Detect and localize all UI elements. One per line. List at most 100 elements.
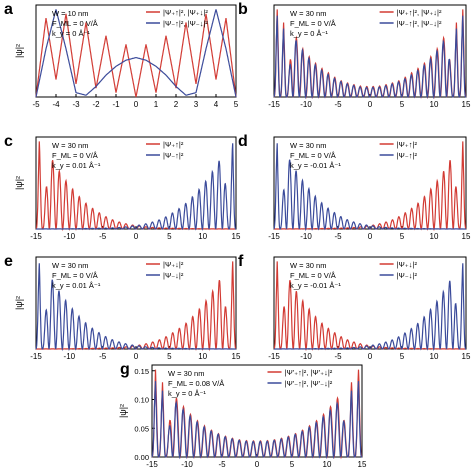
legend-label: |Ψ'₊↑|², |Ψ'₊↓|² (285, 368, 333, 377)
legend-label: |Ψ₊↑|² (163, 140, 184, 149)
panel-label: b (238, 1, 248, 18)
x-tick-label: 0 (134, 352, 139, 361)
panel-label: c (4, 133, 13, 150)
panel-a: -5 -4 -3 -2 -1 0 1 2 3 4 5 |ψ|² |Ψ₊↑|², |Ψ₊↓|² |Ψ₋↑|²… (4, 1, 239, 109)
annotation-line: k_y = 0 Å⁻¹ (290, 29, 328, 38)
x-tick-label: -4 (52, 100, 60, 109)
series-line (35, 13, 237, 98)
x-tick-label: -15 (268, 232, 280, 241)
y-tick-label: 0.05 (134, 424, 149, 433)
series-line (151, 381, 363, 460)
legend-label: |Ψ₋↑|² (163, 151, 184, 160)
legend-label: |Ψ₋↓|² (163, 271, 184, 280)
x-tick-label: 5 (290, 460, 295, 469)
x-tick-label: -5 (218, 460, 226, 469)
x-tick-label: 1 (154, 100, 159, 109)
x-tick-label: 3 (194, 100, 199, 109)
y-axis-label: |ψ|² (14, 44, 24, 58)
series-line (274, 263, 467, 352)
annotation-line: F_ML = 0 V/Å (52, 19, 98, 28)
annotation-line: W = 30 nm (290, 141, 326, 150)
x-tick-label: 10 (430, 232, 439, 241)
x-tick-label: 4 (214, 100, 219, 109)
x-tick-label: 15 (232, 352, 241, 361)
y-axis-label: |ψ|² (14, 176, 24, 190)
x-tick-label: 0 (255, 460, 260, 469)
series-line (36, 143, 237, 231)
x-tick-label: 0 (368, 352, 373, 361)
y-tick-label: 0.15 (134, 367, 149, 376)
x-tick-label: 0 (368, 232, 373, 241)
panel-c: -15 -10 -5 0 5 10 15 |ψ|² |Ψ₊↑|² |Ψ₋↑|² W = 30 nmF… (4, 133, 241, 241)
annotation-line: k_y = 0.01 Å⁻¹ (52, 281, 101, 290)
x-tick-label: 15 (232, 232, 241, 241)
x-tick-label: -10 (181, 460, 193, 469)
x-tick-label: 15 (462, 232, 471, 241)
series-line (273, 143, 466, 232)
panel-label: d (238, 133, 248, 150)
panel-label: e (4, 253, 13, 270)
x-tick-label: -5 (99, 232, 107, 241)
annotation-line: W = 30 nm (290, 261, 326, 270)
annotation-line: W = 30 nm (52, 261, 88, 270)
annotation-line: k_y = -0.01 Å⁻¹ (290, 161, 341, 170)
x-tick-label: 2 (174, 100, 179, 109)
x-tick-label: -5 (334, 232, 342, 241)
x-tick-label: 15 (462, 352, 471, 361)
annotation-line: W = 10 nm (52, 9, 88, 18)
legend-label: |Ψ₊↑|², |Ψ₊↓|² (163, 8, 208, 17)
x-tick-label: 10 (323, 460, 332, 469)
legend-label: |Ψ₊↑|² (397, 140, 418, 149)
series-line (35, 9, 237, 98)
x-tick-label: -5 (334, 352, 342, 361)
x-tick-label: 10 (430, 352, 439, 361)
annotation-line: W = 30 nm (52, 141, 88, 150)
x-tick-label: -15 (268, 352, 280, 361)
annotation-line: W = 30 nm (168, 369, 204, 378)
x-tick-label: -15 (268, 100, 280, 109)
x-tick-label: 5 (400, 232, 405, 241)
x-tick-label: -1 (112, 100, 120, 109)
x-tick-label: -3 (72, 100, 80, 109)
x-tick-label: -15 (30, 352, 42, 361)
annotation-line: k_y = 0 Å⁻¹ (52, 29, 90, 38)
x-tick-label: 10 (430, 100, 439, 109)
panel-d: -15 -10 -5 0 5 10 15 |Ψ₊↑|² |Ψ₋↑|² W = 30 nmF_ML … (238, 133, 471, 241)
x-tick-label: -15 (30, 232, 42, 241)
panel-e: -15 -10 -5 0 5 10 15 |ψ|² |Ψ₊↓|² |Ψ₋↓|² W = 30 nmF… (4, 253, 241, 361)
x-tick-label: -2 (92, 100, 100, 109)
x-tick-label: 10 (198, 232, 207, 241)
x-tick-label: -10 (64, 352, 76, 361)
x-tick-label: -10 (300, 100, 312, 109)
legend-label: |Ψ₋↑|², |Ψ₋↓|² (163, 19, 208, 28)
x-tick-label: 5 (400, 352, 405, 361)
legend-label: |Ψ₋↓|² (397, 271, 418, 280)
x-tick-label: 0 (368, 100, 373, 109)
panel-label: g (120, 361, 130, 378)
panel-label: f (238, 253, 244, 270)
x-tick-label: -5 (32, 100, 40, 109)
x-tick-label: 0 (134, 232, 139, 241)
x-tick-label: 5 (400, 100, 405, 109)
x-tick-label: 0 (134, 100, 139, 109)
annotation-line: k_y = 0.01 Å⁻¹ (52, 161, 101, 170)
x-tick-label: -5 (99, 352, 107, 361)
annotation-line: F_ML = 0 V/Å (52, 271, 98, 280)
panel-b: -15 -10 -5 0 5 10 15 |Ψ₊↑|², |Ψ₊↓|² |Ψ₋↑|², |Ψ₋↓… (238, 1, 471, 109)
legend-label: |Ψ₊↓|² (397, 260, 418, 269)
y-tick-label: 0.00 (134, 453, 149, 462)
x-tick-label: -10 (300, 352, 312, 361)
x-tick-label: 5 (167, 352, 172, 361)
x-tick-label: 15 (462, 100, 471, 109)
x-tick-label: 15 (358, 460, 367, 469)
x-tick-label: 10 (198, 352, 207, 361)
annotation-line: F_ML = 0 V/Å (290, 151, 336, 160)
legend-label: |Ψ₊↓|² (163, 260, 184, 269)
annotation-line: F_ML = 0.08 V/Å (168, 379, 224, 388)
annotation-line: F_ML = 0 V/Å (290, 19, 336, 28)
x-tick-label: -15 (146, 460, 158, 469)
panel-g: -15 -10 -5 0 5 10 15 0.00 0.05 0.10 0.15 |ψ|² |Ψ'₊↑|… (118, 361, 367, 469)
annotation-line: k_y = -0.01 Å⁻¹ (290, 281, 341, 290)
annotation-line: F_ML = 0 V/Å (290, 271, 336, 280)
